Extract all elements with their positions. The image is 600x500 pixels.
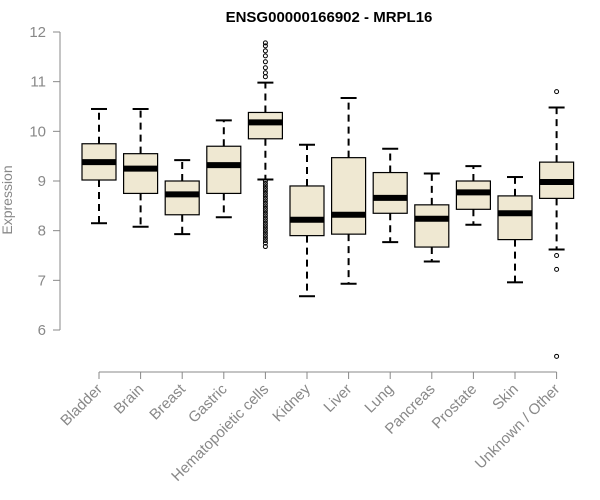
outlier-point <box>262 210 268 216</box>
outlier-point <box>554 89 560 95</box>
y-tick-label: 10 <box>29 123 46 140</box>
outlier-point <box>262 70 268 76</box>
outlier-point <box>262 220 268 226</box>
outlier-point <box>262 205 268 211</box>
box-iqr <box>414 204 450 248</box>
outlier-point <box>262 193 268 199</box>
y-tick-label: 6 <box>38 322 46 339</box>
box-iqr <box>247 111 283 140</box>
outlier-point <box>262 235 268 241</box>
y-tick-label: 12 <box>29 24 46 41</box>
outlier-point <box>262 225 268 231</box>
outlier-point <box>262 213 268 219</box>
box-iqr <box>206 145 242 195</box>
outlier-point <box>262 218 268 224</box>
box-iqr <box>122 153 159 195</box>
box-iqr <box>497 195 533 241</box>
outlier-point <box>554 253 560 258</box>
outlier-point <box>262 240 268 246</box>
outlier-point <box>262 190 268 196</box>
box-iqr <box>289 185 325 237</box>
outlier-point <box>262 188 268 194</box>
y-tick-label: 9 <box>38 173 46 190</box>
x-tick-label: Prostate <box>429 381 481 433</box>
chart-title: ENSG00000166902 - MRPL16 <box>226 9 433 26</box>
box-iqr <box>331 157 367 235</box>
box-iqr <box>372 171 408 214</box>
box-unknown-other <box>538 89 575 359</box>
box-bladder <box>81 107 117 225</box>
box-hematopoietic-cells <box>247 40 283 250</box>
outlier-point <box>262 233 268 239</box>
x-tick-label: Brain <box>111 381 148 418</box>
outlier-point <box>262 244 268 250</box>
outlier-point <box>262 230 268 236</box>
x-tick-label: Skin <box>489 381 522 414</box>
box-skin <box>497 176 533 284</box>
box-breast <box>164 159 200 236</box>
y-axis-label: Expression <box>0 165 15 234</box>
x-tick-label: Bladder <box>57 381 106 430</box>
boxes-group <box>81 40 575 359</box>
outlier-point <box>262 203 268 209</box>
box-iqr <box>164 180 200 216</box>
outlier-point <box>262 238 268 244</box>
outlier-point <box>262 215 268 221</box>
outlier-point <box>262 59 268 65</box>
outlier-point <box>262 40 268 46</box>
box-liver <box>331 97 367 285</box>
outlier-point <box>262 183 268 189</box>
box-prostate <box>455 165 491 226</box>
box-pancreas <box>414 172 450 263</box>
outlier-point <box>262 208 268 214</box>
outlier-point <box>262 228 268 234</box>
x-tick-label: Breast <box>146 380 189 423</box>
x-tick-label: Liver <box>320 381 355 416</box>
outlier-point <box>262 53 268 59</box>
box-lung <box>372 147 408 244</box>
outlier-point <box>262 65 268 71</box>
y-axis: 6 7 8 9 10 11 12 <box>29 24 61 339</box>
x-tick-label: Lung <box>361 381 397 417</box>
x-tick-label: Kidney <box>269 380 314 425</box>
outlier-point <box>262 178 268 184</box>
box-kidney <box>289 143 325 298</box>
y-tick-label: 11 <box>30 74 46 91</box>
y-tick-label: 7 <box>38 272 46 289</box>
box-brain <box>122 107 159 228</box>
outlier-point <box>554 266 560 272</box>
outlier-point <box>262 180 268 186</box>
outlier-point <box>262 74 268 80</box>
box-gastric <box>206 119 242 219</box>
y-tick-label: 8 <box>38 223 46 240</box>
outlier-point <box>262 43 268 49</box>
outlier-point <box>262 48 268 54</box>
outlier-point <box>262 223 268 229</box>
outlier-point <box>554 353 560 359</box>
outlier-point <box>262 200 268 206</box>
outlier-point <box>262 195 268 201</box>
outlier-point <box>262 185 268 191</box>
outlier-point <box>262 198 268 204</box>
